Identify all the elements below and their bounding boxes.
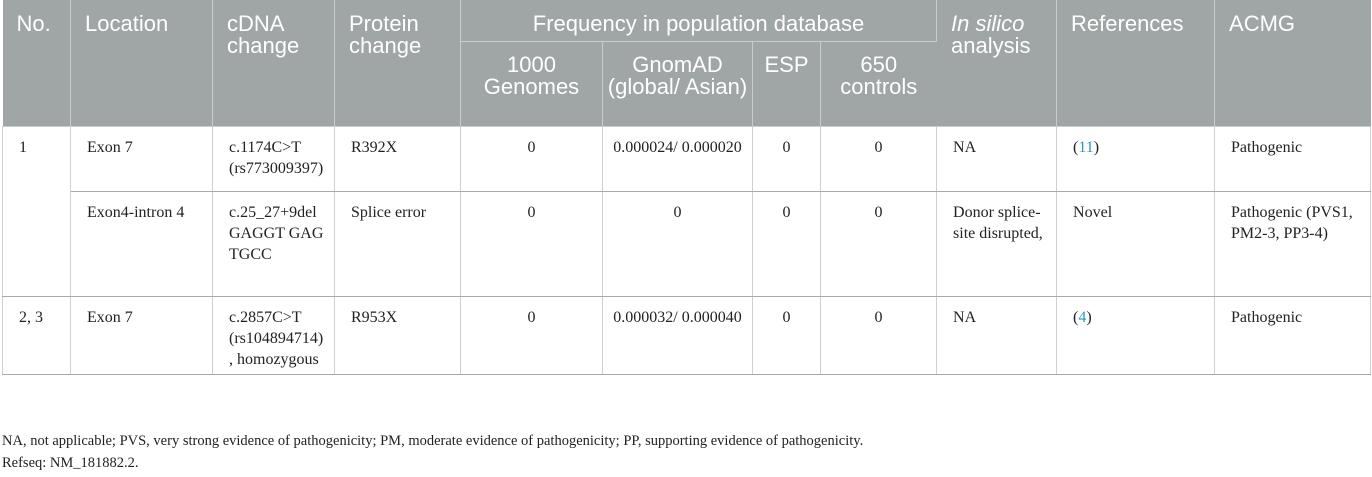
- header-acmg: ACMG: [1214, 0, 1371, 127]
- cell-protein: R953X: [334, 296, 461, 375]
- header-no: No.: [2, 0, 71, 127]
- cell-in-silico: NA: [936, 126, 1058, 192]
- table-row: 2, 3 Exon 7 c.2857C>T (rs104894714), hom…: [2, 296, 1372, 375]
- header-cdna-change: cDNA change: [212, 0, 335, 127]
- header-references: References: [1056, 0, 1216, 127]
- reference-link[interactable]: 4: [1078, 309, 1087, 326]
- variant-table-container: No. Location cDNA change Protein change …: [2, 0, 1372, 375]
- footnote-refseq: Refseq: NM_181882.2.: [2, 455, 139, 471]
- reference-link[interactable]: 11: [1078, 139, 1094, 156]
- header-in-silico-rest: analysis: [951, 33, 1031, 58]
- cell-no: 1: [2, 126, 71, 297]
- footnote-abbreviations: NA, not applicable; PVS, very strong evi…: [2, 433, 864, 449]
- cell-in-silico: NA: [936, 296, 1058, 375]
- ref-close-paren: ): [1093, 139, 1100, 156]
- cell-cdna: c.25_27+9delGAGGT GAGTGCC: [212, 191, 335, 297]
- variant-table: No. Location cDNA change Protein change …: [2, 0, 1372, 375]
- header-1000-genomes: 1000 Genomes: [460, 41, 603, 127]
- header-650-controls: 650 controls: [820, 41, 937, 127]
- cell-esp: 0: [752, 296, 821, 375]
- cell-references: (4): [1056, 296, 1216, 375]
- header-protein-change: Protein change: [334, 0, 461, 127]
- header-frequency: Frequency in population database: [460, 0, 938, 42]
- cell-1000-genomes: 0: [460, 296, 603, 375]
- cell-acmg: Pathogenic: [1214, 126, 1372, 192]
- cell-gnomad: 0.000024/ 0.000020: [602, 126, 753, 192]
- cell-references: Novel: [1056, 191, 1216, 297]
- header-location: Location: [70, 0, 213, 127]
- cell-1000-genomes: 0: [460, 191, 603, 297]
- ref-open-paren: (: [1073, 309, 1079, 326]
- cell-references: (11): [1056, 126, 1216, 192]
- cell-acmg: Pathogenic: [1214, 296, 1372, 375]
- cell-location: Exon 7: [70, 296, 213, 375]
- cell-650-controls: 0: [819, 296, 938, 375]
- cell-no: 2, 3: [2, 296, 71, 375]
- cell-gnomad: 0.000032/ 0.000040: [602, 296, 753, 375]
- header-esp: ESP: [752, 41, 821, 127]
- cell-cdna: c.1174C>T (rs773009397): [212, 126, 335, 192]
- cell-acmg: Pathogenic (PVS1, PM2-3, PP3-4): [1214, 191, 1372, 297]
- table-footnotes: NA, not applicable; PVS, very strong evi…: [2, 430, 863, 474]
- cell-protein: Splice error: [334, 191, 461, 297]
- header-in-silico-italic: In silico: [951, 11, 1025, 36]
- header-row: No. Location cDNA change Protein change …: [2, 0, 1371, 127]
- subheader-row: 1000 Genomes GnomAD (global/ Asian) ESP …: [3, 41, 1371, 127]
- table-row: Exon4-intron 4 c.25_27+9delGAGGT GAGTGCC…: [3, 191, 1372, 297]
- cell-650-controls: 0: [819, 126, 938, 192]
- cell-location: Exon4-intron 4: [70, 191, 213, 297]
- cell-esp: 0: [752, 191, 821, 297]
- header-in-silico: In silico analysis: [936, 0, 1058, 127]
- header-gnomad: GnomAD (global/ Asian): [602, 41, 753, 127]
- cell-protein: R392X: [334, 126, 461, 192]
- cell-esp: 0: [752, 126, 821, 192]
- cell-gnomad: 0: [602, 191, 753, 297]
- cell-location: Exon 7: [70, 126, 213, 192]
- ref-close-paren: ): [1086, 309, 1092, 326]
- cell-650-controls: 0: [819, 191, 938, 297]
- cell-1000-genomes: 0: [460, 126, 603, 192]
- table-row: 1 Exon 7 c.1174C>T (rs773009397) R392X 0…: [2, 126, 1372, 297]
- cell-cdna: c.2857C>T (rs104894714), homozygous: [212, 296, 335, 375]
- cell-in-silico: Donor splice-site disrupted,: [936, 191, 1058, 297]
- ref-open-paren: (: [1073, 139, 1079, 156]
